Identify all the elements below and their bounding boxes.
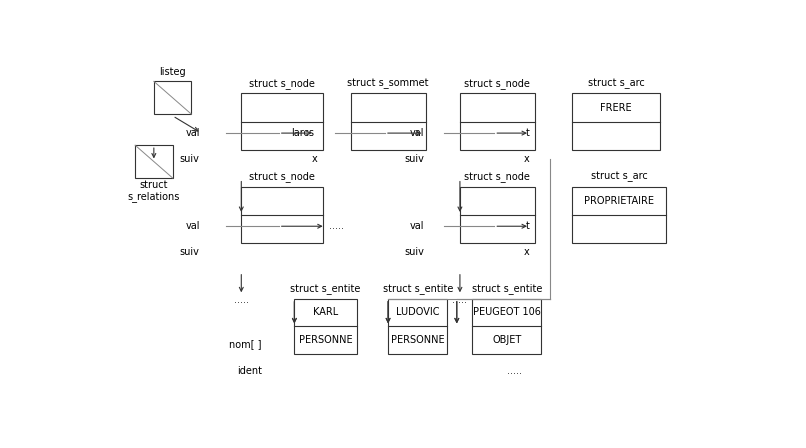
Text: struct s_sommet: struct s_sommet — [347, 78, 429, 89]
Text: struct s_entite: struct s_entite — [383, 283, 453, 294]
Text: PEUGEOT 106: PEUGEOT 106 — [473, 307, 541, 318]
Text: listeg: listeg — [160, 67, 186, 77]
Text: t: t — [526, 221, 530, 231]
Text: larcs: larcs — [292, 128, 314, 138]
Bar — [472, 299, 541, 354]
Text: t: t — [526, 128, 530, 138]
Bar — [388, 299, 447, 354]
Bar — [572, 94, 660, 151]
Text: struct s_node: struct s_node — [249, 78, 315, 89]
Text: nom[ ]: nom[ ] — [230, 339, 262, 349]
Text: OBJET: OBJET — [492, 335, 521, 345]
Text: struct s_arc: struct s_arc — [588, 78, 645, 89]
Bar — [460, 94, 535, 151]
Bar — [294, 299, 357, 354]
Text: .....: ..... — [329, 221, 343, 231]
Text: struct s_arc: struct s_arc — [591, 172, 647, 182]
Text: PROPRIETAIRE: PROPRIETAIRE — [584, 196, 654, 206]
Text: x: x — [524, 247, 530, 257]
Text: .....: ..... — [234, 295, 249, 306]
Bar — [572, 186, 666, 244]
Text: struct s_entite: struct s_entite — [290, 283, 361, 294]
Text: x: x — [312, 154, 318, 164]
Text: PERSONNE: PERSONNE — [391, 335, 445, 345]
Text: struct s_node: struct s_node — [464, 171, 530, 182]
Text: PERSONNE: PERSONNE — [299, 335, 352, 345]
Text: x: x — [524, 154, 530, 164]
Bar — [460, 186, 535, 244]
Text: LUDOVIC: LUDOVIC — [396, 307, 439, 318]
Text: suiv: suiv — [405, 247, 424, 257]
Text: val: val — [186, 221, 201, 231]
Text: struct s_node: struct s_node — [249, 171, 315, 182]
Text: suiv: suiv — [179, 247, 199, 257]
Text: val: val — [409, 221, 424, 231]
Text: ident: ident — [237, 366, 262, 376]
Text: suiv: suiv — [179, 154, 199, 164]
Text: struct s_node: struct s_node — [464, 78, 530, 89]
Text: suiv: suiv — [405, 154, 424, 164]
Text: val: val — [186, 128, 201, 138]
Text: KARL: KARL — [313, 307, 339, 318]
Bar — [351, 94, 426, 151]
Text: .....: ..... — [507, 366, 521, 376]
Text: val: val — [409, 128, 424, 138]
Text: struct s_entite: struct s_entite — [472, 283, 542, 294]
Text: .....: ..... — [452, 295, 467, 306]
Text: FRERE: FRERE — [600, 103, 632, 112]
Bar — [241, 94, 322, 151]
Bar — [241, 186, 322, 244]
Bar — [135, 145, 172, 178]
Text: struct
s_relations: struct s_relations — [127, 180, 180, 202]
Bar — [154, 82, 191, 114]
